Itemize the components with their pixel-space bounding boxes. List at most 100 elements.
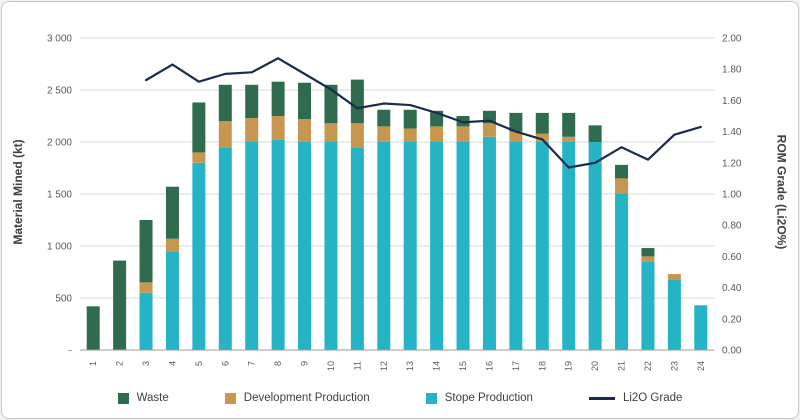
bar-segment <box>456 142 470 350</box>
x-axis-tick-label: 1 <box>88 361 98 366</box>
bar-segment <box>324 142 338 350</box>
bar-segment <box>377 126 391 142</box>
bar-segment <box>482 136 496 350</box>
right-axis-tick-label: 2.00 <box>722 34 742 45</box>
legend-item-waste: Waste <box>117 392 169 404</box>
bar-segment <box>350 147 364 350</box>
x-axis-tick-label: 11 <box>352 361 362 370</box>
bar-segment <box>615 164 629 179</box>
bar-segment <box>535 133 549 142</box>
development-production-swatch-icon <box>224 392 236 404</box>
bar-segment <box>615 194 629 350</box>
bar-segment <box>298 142 312 350</box>
x-axis-tick-label: 13 <box>405 361 415 371</box>
left-axis-tick-label: 2 000 <box>47 138 72 149</box>
bar-segment <box>192 152 206 163</box>
x-axis-tick-label: 3 <box>141 361 151 366</box>
bar-segment <box>245 142 259 350</box>
bar-segment <box>562 112 576 137</box>
x-axis-tick-label: 23 <box>669 361 679 371</box>
bar-segment <box>667 274 681 280</box>
x-axis-tick-label: 8 <box>273 361 283 366</box>
legend-item-stope-production: Stope Production <box>425 392 533 404</box>
bar-segment <box>298 119 312 142</box>
x-axis-tick-label: 2 <box>115 361 125 366</box>
x-axis-tick-label: 18 <box>537 361 547 371</box>
bar-segment <box>377 109 391 127</box>
x-axis-tick-label: 16 <box>484 361 494 371</box>
bar-segment <box>192 162 206 350</box>
bar-segment <box>298 82 312 120</box>
right-axis-tick-label: 1.00 <box>722 190 742 201</box>
bar-segment <box>641 256 655 262</box>
legend-label-li2o-grade: Li2O Grade <box>622 392 683 404</box>
bar-segment <box>403 128 417 142</box>
x-axis-tick-label: 14 <box>432 361 442 371</box>
x-axis-tick-label: 5 <box>194 361 204 366</box>
bar-segment <box>139 220 153 283</box>
bar-segment <box>509 131 523 142</box>
bar-segment <box>245 84 259 119</box>
bar-segment <box>377 142 391 350</box>
x-axis-tick-label: 10 <box>326 361 336 371</box>
bar-segment <box>218 84 232 122</box>
right-axis-tick-label: 1.40 <box>722 127 742 138</box>
bar-segment <box>324 123 338 142</box>
bar-segment <box>218 121 232 148</box>
legend-label-waste: Waste <box>136 392 169 404</box>
bar-segment <box>641 248 655 257</box>
bar-segment <box>271 81 285 116</box>
waste-swatch-icon <box>117 392 129 404</box>
x-axis-tick-label: 21 <box>617 361 627 371</box>
left-axis-tick-label: 1 500 <box>47 190 72 201</box>
right-axis-tick-label: 1.20 <box>722 158 742 169</box>
left-axis-tick-label: 2 500 <box>47 86 72 97</box>
li2o-grade-line <box>144 57 702 169</box>
legend-label-development-production: Development Production <box>243 392 370 404</box>
bar-segment <box>403 109 417 129</box>
right-axis-tick-label: 0.80 <box>722 221 742 232</box>
bar-segment <box>535 142 549 350</box>
right-axis-tick-label: 0.60 <box>722 252 742 263</box>
bar-segment <box>509 112 523 132</box>
bar-segment <box>641 261 655 350</box>
x-axis-tick-label: 24 <box>696 361 706 371</box>
bar-segment <box>165 251 179 350</box>
x-axis-tick-label: 9 <box>300 361 310 366</box>
bar-segment <box>456 126 470 142</box>
bar-segment <box>403 142 417 350</box>
bar-segment <box>350 123 364 148</box>
left-axis-tick-label: 3 000 <box>47 34 72 45</box>
x-axis-tick-label: 20 <box>590 361 600 371</box>
bar-segment <box>694 305 708 350</box>
right-axis-tick-label: 0.40 <box>722 283 742 294</box>
li2o-grade-line-swatch-icon <box>588 396 615 400</box>
bar-segment <box>165 186 179 239</box>
bar-segment <box>350 79 364 124</box>
bar-segment <box>113 260 127 350</box>
x-axis-tick-label: 6 <box>220 361 230 366</box>
left-axis-tick-label: 1 000 <box>47 242 72 253</box>
x-axis-tick-label: 7 <box>247 361 257 366</box>
bar-segment <box>509 142 523 350</box>
bar-segment <box>588 142 602 350</box>
bar-segment <box>245 118 259 142</box>
legend-item-li2o-grade: Li2O Grade <box>588 392 683 404</box>
bar-segment <box>430 142 444 350</box>
right-axis-tick-label: 0.20 <box>722 314 742 325</box>
bar-segment <box>535 112 549 134</box>
bar-segment <box>139 282 153 293</box>
legend-item-development-production: Development Production <box>224 392 370 404</box>
bar-segment <box>271 139 285 350</box>
bar-segment <box>562 142 576 350</box>
x-axis-tick-label: 15 <box>458 361 468 371</box>
bar-segment <box>615 178 629 194</box>
x-axis-tick-label: 17 <box>511 361 521 371</box>
right-axis-tick-label: 1.60 <box>722 96 742 107</box>
left-axis-title: Material Mined (kt) <box>11 139 25 245</box>
bar-segment <box>139 292 153 350</box>
bar-segment <box>324 84 338 124</box>
bar-segment <box>86 306 100 350</box>
bar-segment <box>192 102 206 153</box>
